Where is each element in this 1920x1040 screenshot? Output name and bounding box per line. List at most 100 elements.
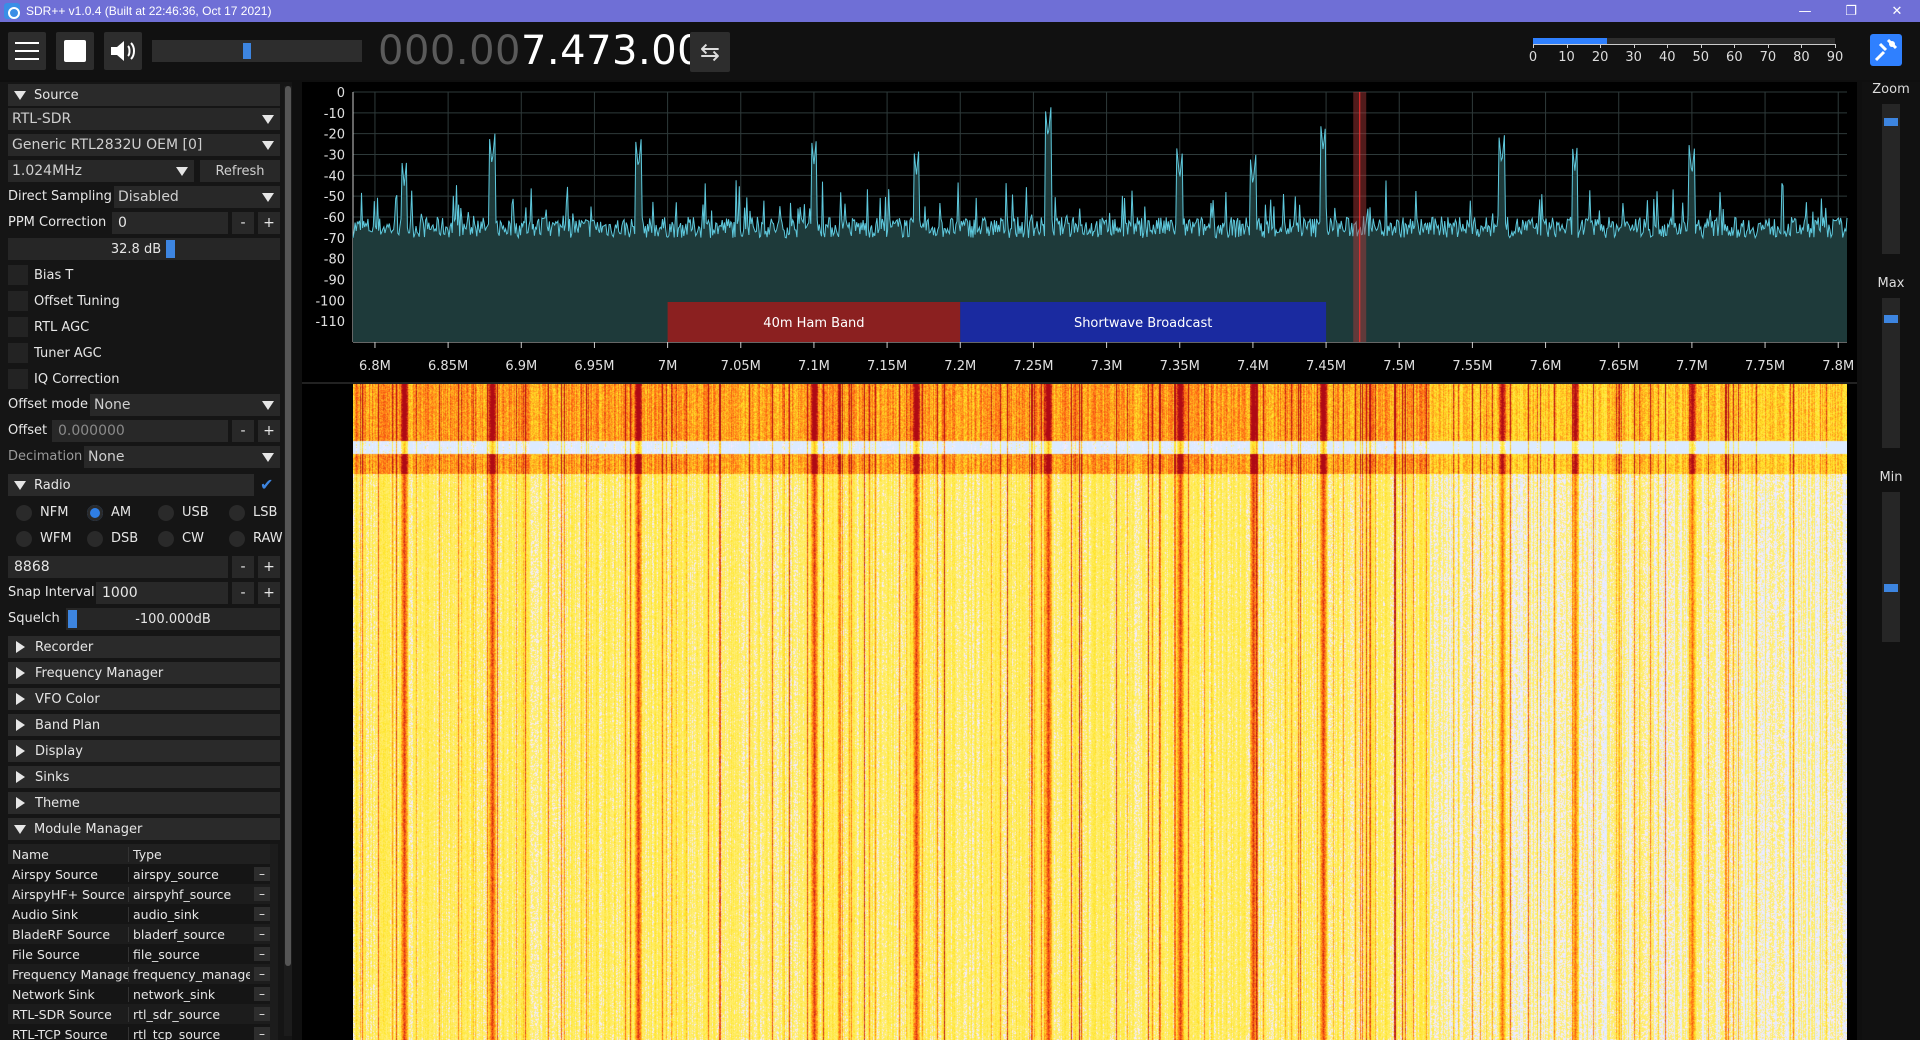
triangle-right-icon	[16, 745, 25, 757]
band-plan-segment[interactable]	[667, 302, 961, 342]
bias-t-checkbox-box[interactable]	[8, 265, 28, 285]
fft-plot[interactable]: 0 -10 -20 -30 -40 -50 -60 -70 -80 -90 -100 -110 6.8M…	[302, 82, 1857, 382]
snap-minus-button[interactable]: -	[232, 582, 254, 604]
section-theme[interactable]: Theme	[8, 792, 280, 814]
offset-input[interactable]: 0.000000	[52, 420, 228, 442]
frequency-dim-digits[interactable]: 000.00	[378, 28, 521, 74]
snap-interval-label: Snap Interval	[8, 585, 95, 600]
snap-plus-button[interactable]: +	[258, 582, 280, 604]
menu-button[interactable]	[8, 32, 46, 70]
maximize-button[interactable]: ❐	[1845, 3, 1857, 19]
radio-nfm-button[interactable]	[16, 505, 32, 521]
x-tick-label: 7.5M	[1383, 359, 1415, 374]
ppm-plus-button[interactable]: +	[258, 212, 280, 234]
section-display-label: Display	[35, 743, 83, 759]
bandwidth-plus-button[interactable]: +	[258, 556, 280, 578]
radio-cw-button[interactable]	[158, 531, 174, 547]
bandwidth-input[interactable]: 8868	[8, 556, 228, 578]
radio-usb-button[interactable]	[158, 505, 174, 521]
radio-wfm-button[interactable]	[16, 531, 32, 547]
zoom-grab[interactable]	[1884, 118, 1898, 126]
section-frequency-manager[interactable]: Frequency Manager	[8, 662, 280, 684]
chevron-down-icon	[176, 167, 188, 176]
waterfall-canvas[interactable]	[353, 384, 1847, 1040]
triangle-right-icon	[16, 641, 25, 653]
iq-correction-checkbox[interactable]: IQ Correction	[8, 368, 280, 390]
section-vfo-color-label: VFO Color	[35, 691, 100, 707]
rtl-agc-checkbox[interactable]: RTL AGC	[8, 316, 280, 338]
ppm-minus-button[interactable]: -	[232, 212, 254, 234]
refresh-button[interactable]: Refresh	[200, 160, 280, 182]
radio-header[interactable]: Radio	[8, 474, 254, 496]
remove-module-button[interactable]: –	[254, 1007, 270, 1021]
iq-correction-checkbox-box[interactable]	[8, 369, 28, 389]
gain-grab[interactable]	[166, 240, 175, 258]
section-sinks[interactable]: Sinks	[8, 766, 280, 788]
rtl-agc-checkbox-box[interactable]	[8, 317, 28, 337]
offset-mode-select[interactable]: None	[90, 394, 280, 416]
radio-raw-button[interactable]	[229, 531, 245, 547]
zoom-slider[interactable]	[1882, 104, 1900, 254]
ppm-input[interactable]: 0	[112, 212, 228, 234]
volume-grab[interactable]	[243, 43, 251, 59]
max-slider[interactable]	[1882, 298, 1900, 448]
offset-plus-button[interactable]: +	[258, 420, 280, 442]
tuner-agc-checkbox-box[interactable]	[8, 343, 28, 363]
direct-sampling-label: Direct Sampling	[8, 189, 112, 204]
y-tick-label: -100	[315, 294, 345, 309]
bias-t-checkbox[interactable]: Bias T	[8, 264, 280, 286]
play-stop-button[interactable]	[56, 32, 94, 70]
side-panel-scrollbar[interactable]	[284, 86, 292, 1036]
remove-module-button[interactable]: –	[254, 887, 270, 901]
module-table-scrollbar[interactable]	[270, 844, 278, 1040]
radio-am-button[interactable]	[87, 505, 103, 521]
minimize-button[interactable]: —	[1798, 3, 1812, 19]
section-band-plan[interactable]: Band Plan	[8, 714, 280, 736]
radio-dsb-button[interactable]	[87, 531, 103, 547]
min-slider[interactable]	[1882, 492, 1900, 642]
remove-module-button[interactable]: –	[254, 907, 270, 921]
frequency-display[interactable]: 000.007.473.000	[378, 28, 729, 74]
squelch-slider[interactable]: -100.000dB	[66, 608, 280, 630]
center-tuning-button[interactable]: ⇆	[690, 32, 730, 72]
min-grab[interactable]	[1884, 584, 1898, 592]
remove-module-button[interactable]: –	[254, 987, 270, 1001]
mute-button[interactable]	[104, 32, 142, 70]
device-select[interactable]: Generic RTL2832U OEM [0]	[8, 134, 280, 156]
band-plan-segment[interactable]	[960, 302, 1327, 342]
bandwidth-minus-button[interactable]: -	[232, 556, 254, 578]
remove-module-button[interactable]: –	[254, 947, 270, 961]
remove-module-button[interactable]: –	[254, 967, 270, 981]
max-grab[interactable]	[1884, 315, 1898, 323]
snr-tick	[1767, 44, 1769, 48]
section-display[interactable]: Display	[8, 740, 280, 762]
snap-interval-input[interactable]: 1000	[96, 582, 228, 604]
volume-slider[interactable]	[152, 40, 362, 62]
section-vfo-color[interactable]: VFO Color	[8, 688, 280, 710]
offset-tuning-checkbox-box[interactable]	[8, 291, 28, 311]
remove-module-button[interactable]: –	[254, 927, 270, 941]
module-manager-header[interactable]: Module Manager	[8, 818, 280, 840]
radio-lsb-button[interactable]	[229, 505, 245, 521]
source-header[interactable]: Source	[8, 84, 280, 106]
close-button[interactable]: ✕	[1891, 3, 1903, 19]
waterfall-panel[interactable]	[302, 384, 1857, 1040]
fft-panel[interactable]: 0 -10 -20 -30 -40 -50 -60 -70 -80 -90 -100 -110 6.8M…	[302, 82, 1857, 382]
offset-tuning-checkbox[interactable]: Offset Tuning	[8, 290, 280, 312]
sdrpp-logo-button[interactable]	[1870, 34, 1902, 66]
section-recorder[interactable]: Recorder	[8, 636, 280, 658]
squelch-grab[interactable]	[68, 610, 77, 628]
remove-module-button[interactable]: –	[254, 1027, 270, 1040]
radio-enabled-check-icon[interactable]: ✔	[260, 475, 274, 494]
gain-slider[interactable]: 32.8 dB	[8, 238, 280, 260]
sample-rate-select[interactable]: 1.024MHz	[8, 160, 194, 182]
offset-minus-button[interactable]: -	[232, 420, 254, 442]
window-title: SDR++ v1.0.4 (Built at 22:46:36, Oct 17 …	[26, 4, 272, 18]
source-type-select[interactable]: RTL-SDR	[8, 108, 280, 130]
decimation-select[interactable]: None	[84, 446, 280, 468]
fft-waterfall-divider[interactable]	[302, 382, 1857, 384]
direct-sampling-select[interactable]: Disabled	[114, 186, 280, 208]
remove-module-button[interactable]: –	[254, 867, 270, 881]
tuner-agc-checkbox[interactable]: Tuner AGC	[8, 342, 280, 364]
scrollbar-thumb[interactable]	[285, 86, 291, 966]
